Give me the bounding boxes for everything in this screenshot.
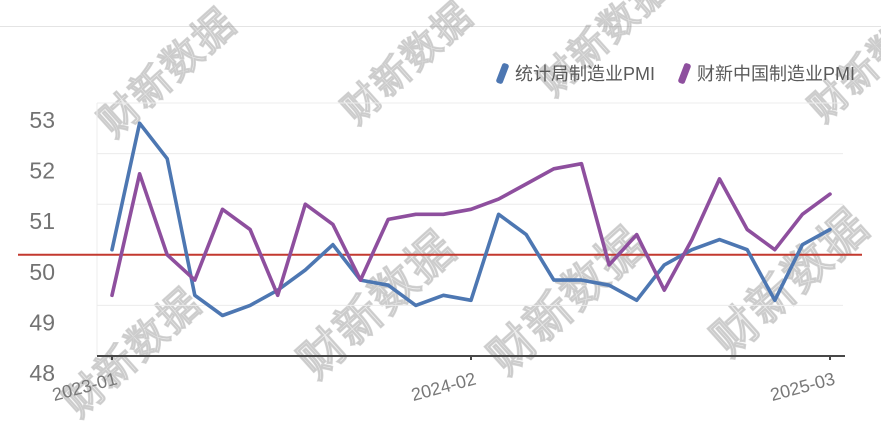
- card-top-divider: [0, 26, 881, 27]
- legend-item-caixin-pmi[interactable]: 财新中国制造业PMI: [677, 62, 855, 85]
- x-axis-label: 2024-02: [409, 369, 478, 405]
- y-axis-label: 50: [29, 259, 55, 285]
- caixin-series-marker-icon: [677, 62, 692, 85]
- x-axis-label: 2023-01: [50, 369, 119, 405]
- chart-legend: 统计局制造业PMI 财新中国制造业PMI: [495, 62, 855, 85]
- legend-item-nbs-pmi[interactable]: 统计局制造业PMI: [495, 62, 655, 85]
- y-axis-label: 52: [29, 158, 55, 184]
- y-axis-label: 53: [29, 107, 55, 133]
- y-axis-label: 49: [29, 309, 55, 335]
- legend-label-nbs-pmi: 统计局制造业PMI: [514, 63, 655, 84]
- x-axis-label: 2025-03: [768, 369, 837, 405]
- legend-label-caixin-pmi: 财新中国制造业PMI: [696, 63, 855, 84]
- y-axis-label: 51: [29, 208, 55, 234]
- caixin-pmi-line[interactable]: [110, 161, 832, 298]
- nbs-pmi-line[interactable]: [110, 121, 832, 318]
- y-axis-label: 48: [29, 360, 55, 386]
